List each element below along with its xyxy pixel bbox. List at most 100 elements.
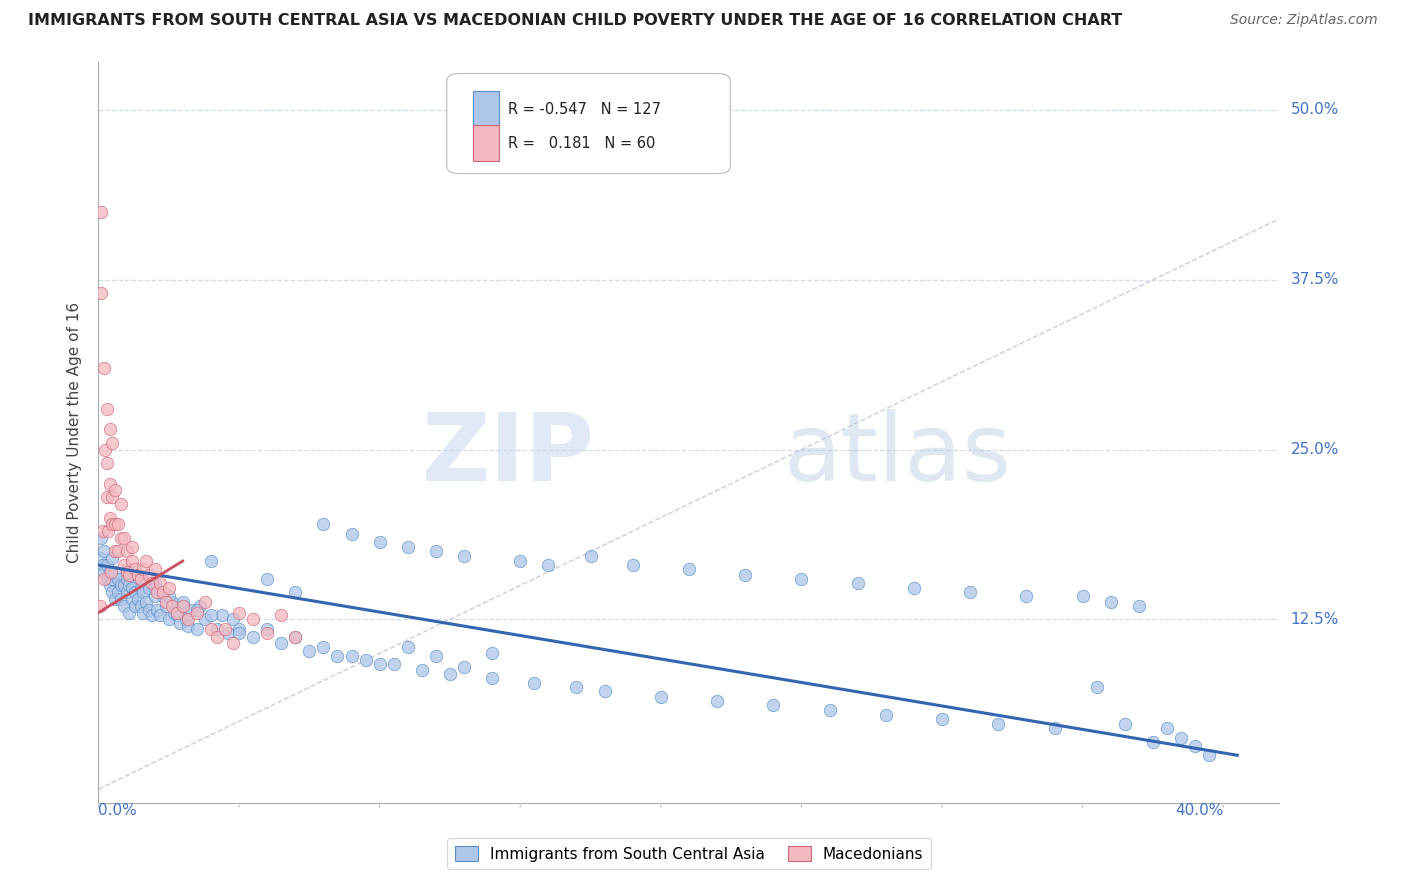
- Point: [90, 531, 112, 545]
- Point: [129, 572, 152, 586]
- Point: [127, 567, 149, 582]
- Point: [152, 585, 174, 599]
- Point: [143, 581, 166, 595]
- Point: [124, 599, 146, 613]
- Point: [141, 575, 163, 590]
- Text: atlas: atlas: [783, 409, 1012, 500]
- Point: [166, 606, 188, 620]
- FancyBboxPatch shape: [447, 73, 730, 173]
- Point: [217, 626, 239, 640]
- Point: [169, 616, 191, 631]
- Text: 40.0%: 40.0%: [1175, 803, 1223, 818]
- Point: [818, 703, 841, 717]
- Point: [98, 476, 121, 491]
- Point: [129, 599, 152, 613]
- Point: [89, 551, 111, 566]
- Point: [115, 562, 138, 576]
- Point: [96, 490, 118, 504]
- Point: [89, 599, 111, 613]
- Point: [157, 590, 180, 604]
- Point: [132, 585, 155, 599]
- Point: [93, 565, 115, 579]
- Point: [129, 581, 152, 595]
- Point: [121, 592, 143, 607]
- Point: [104, 592, 127, 607]
- Point: [256, 622, 278, 636]
- Point: [124, 585, 146, 599]
- Point: [91, 558, 114, 572]
- Point: [160, 599, 183, 613]
- Point: [98, 510, 121, 524]
- Point: [135, 554, 157, 568]
- Point: [101, 585, 124, 599]
- Point: [107, 585, 129, 599]
- Point: [96, 456, 118, 470]
- Point: [284, 630, 307, 644]
- Point: [138, 567, 160, 582]
- Point: [101, 517, 124, 532]
- Point: [256, 626, 278, 640]
- Point: [186, 606, 208, 620]
- Point: [368, 535, 391, 549]
- Point: [242, 612, 264, 626]
- Point: [565, 681, 588, 695]
- Point: [523, 676, 546, 690]
- Point: [110, 531, 132, 545]
- Point: [340, 526, 363, 541]
- Point: [129, 572, 152, 586]
- Point: [110, 497, 132, 511]
- Point: [138, 581, 160, 595]
- Point: [143, 562, 166, 576]
- Text: R =   0.181   N = 60: R = 0.181 N = 60: [508, 136, 655, 151]
- Bar: [472, 91, 499, 127]
- Point: [228, 626, 250, 640]
- Point: [132, 562, 155, 576]
- Point: [121, 554, 143, 568]
- Point: [340, 649, 363, 664]
- Point: [93, 361, 115, 376]
- Point: [200, 554, 222, 568]
- Point: [382, 657, 405, 672]
- Point: [172, 595, 194, 609]
- Point: [101, 490, 124, 504]
- Point: [270, 635, 292, 649]
- Point: [110, 578, 132, 592]
- Point: [160, 595, 183, 609]
- Point: [200, 608, 222, 623]
- Point: [270, 608, 292, 623]
- Point: [94, 442, 117, 457]
- Point: [1114, 717, 1136, 731]
- Point: [228, 606, 250, 620]
- Point: [157, 581, 180, 595]
- Point: [368, 657, 391, 672]
- Point: [96, 401, 118, 416]
- Point: [93, 572, 115, 586]
- Point: [163, 606, 186, 620]
- Point: [127, 592, 149, 607]
- Point: [100, 565, 122, 579]
- Point: [411, 663, 433, 677]
- Point: [846, 575, 869, 590]
- Point: [177, 619, 200, 633]
- Point: [1015, 590, 1038, 604]
- Point: [115, 544, 138, 558]
- Point: [115, 565, 138, 579]
- Point: [110, 592, 132, 607]
- Point: [98, 578, 121, 592]
- Point: [146, 603, 169, 617]
- Point: [132, 606, 155, 620]
- Point: [959, 585, 981, 599]
- Point: [453, 549, 475, 563]
- Point: [146, 585, 169, 599]
- Point: [112, 558, 135, 572]
- Point: [509, 554, 531, 568]
- Point: [734, 567, 756, 582]
- Point: [678, 562, 700, 576]
- Point: [104, 544, 127, 558]
- Point: [326, 649, 349, 664]
- Point: [312, 517, 335, 532]
- Point: [177, 612, 200, 626]
- Point: [91, 524, 114, 538]
- Point: [354, 653, 377, 667]
- Point: [396, 541, 419, 555]
